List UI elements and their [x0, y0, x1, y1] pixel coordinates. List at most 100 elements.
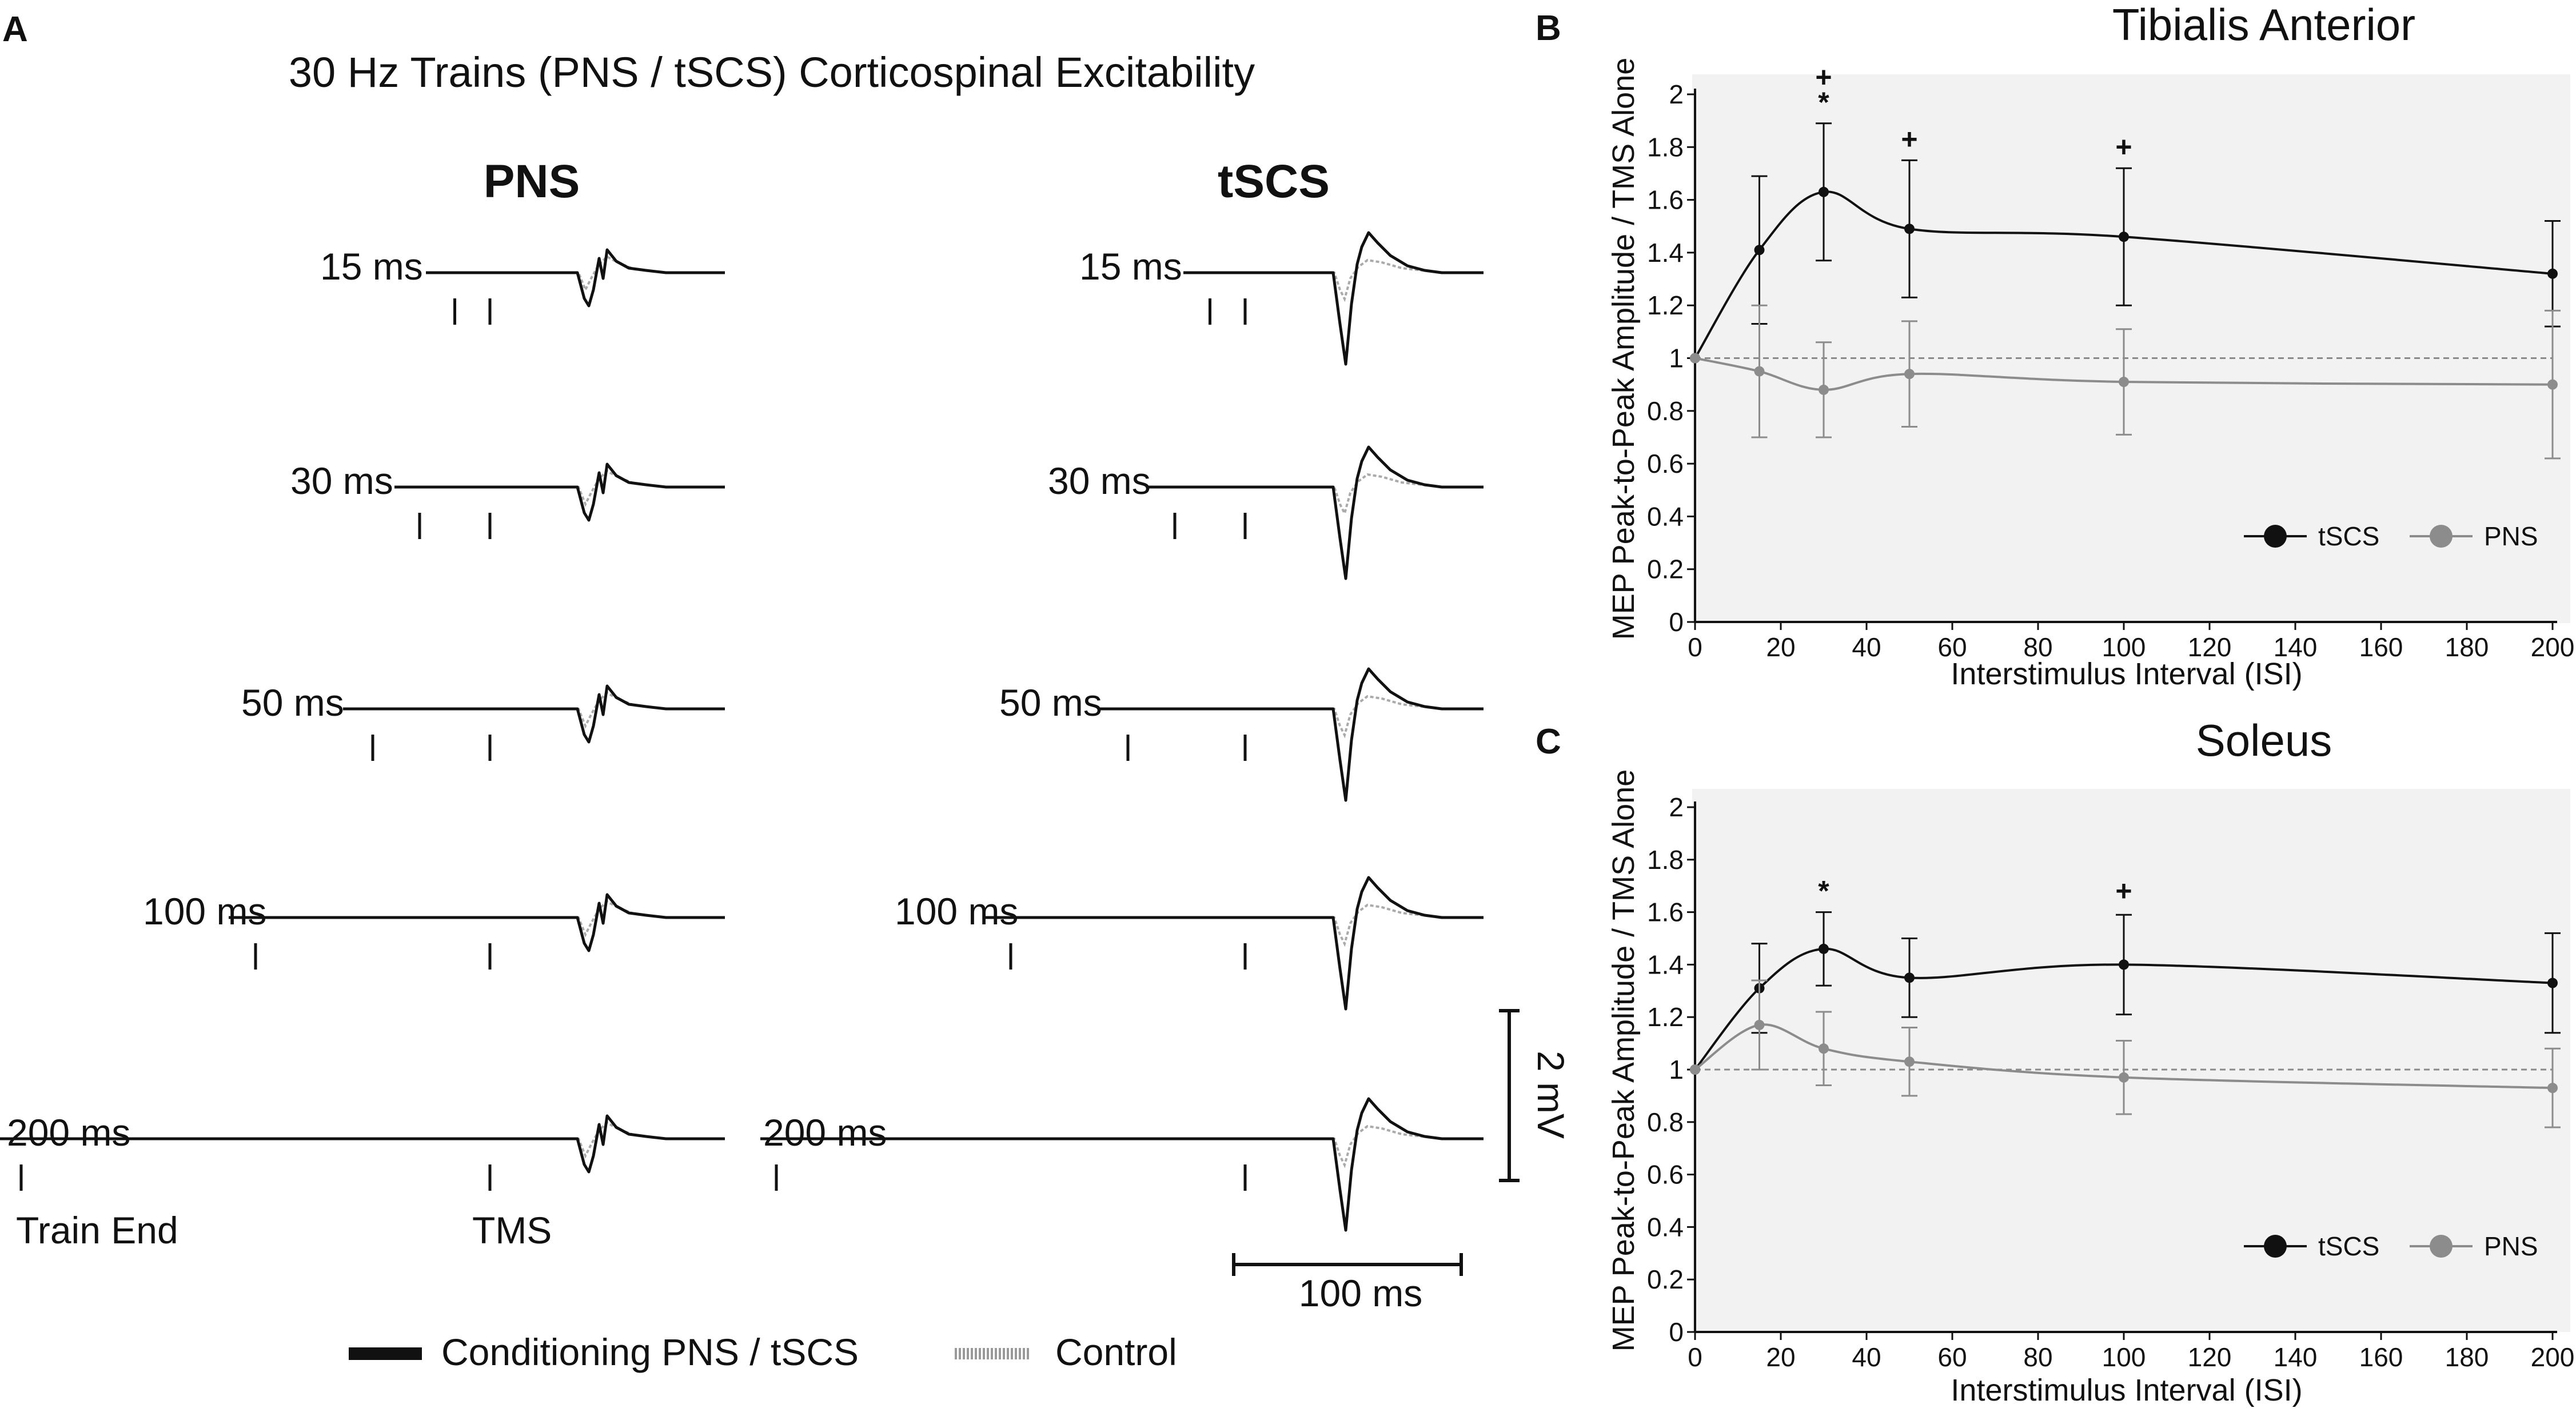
pns-row-label: 30 ms: [290, 460, 393, 502]
x-tick-label: 120: [2188, 1342, 2232, 1372]
y-tick-label: 0.4: [1647, 501, 1684, 531]
y-tick-label: 1.6: [1647, 898, 1684, 927]
tscs-row-label: 15 ms: [1079, 245, 1182, 288]
pns-point: [1754, 366, 1765, 377]
pns-point: [2119, 1072, 2129, 1083]
panel-b-xlabel: Interstimulus Interval (ISI): [1951, 657, 2302, 691]
x-tick-label: 0: [1688, 1342, 1702, 1372]
tscs-point: [2119, 232, 2129, 242]
y-tick-label: 1.6: [1647, 185, 1684, 215]
y-tick-label: 1.4: [1647, 950, 1684, 979]
tscs-point: [1754, 245, 1765, 256]
train-end-label: Train End: [16, 1209, 178, 1251]
tscs-row-label: 30 ms: [1048, 460, 1151, 502]
x-tick-label: 160: [2359, 632, 2403, 662]
x-tick-label: 0: [1688, 632, 1702, 662]
pns-row-label: 200 ms: [7, 1111, 130, 1154]
x-tick-label: 40: [1852, 1342, 1881, 1372]
significance-marker: *: [1818, 86, 1829, 118]
panel-b-letter: B: [1536, 9, 1561, 48]
significance-marker: *: [1818, 875, 1829, 907]
pns-point: [1904, 369, 1915, 380]
y-tick-label: 0: [1669, 607, 1684, 637]
significance-marker: +: [2115, 875, 2132, 907]
x-tick-label: 200: [2531, 632, 2575, 662]
pns-conditioning-trace: [229, 893, 725, 952]
x-tick-label: 60: [1937, 1342, 1967, 1372]
y-tick-label: 1.2: [1647, 290, 1684, 320]
significance-marker: +: [2115, 131, 2132, 163]
pns-conditioning-trace: [343, 684, 725, 744]
tscs-conditioning-trace: [1098, 667, 1484, 802]
tscs-point: [2547, 268, 2558, 279]
x-tick-label: 180: [2445, 1342, 2489, 1372]
pns-point: [1754, 1019, 1765, 1030]
y-tick-label: 0.6: [1647, 1160, 1684, 1190]
y-tick-label: 1.8: [1647, 132, 1684, 162]
panel-b: B Tibialis Anterior MEP Peak-to-Peak Amp…: [1536, 0, 2574, 691]
x-tick-label: 80: [2023, 1342, 2052, 1372]
tms-label: TMS: [472, 1209, 552, 1251]
pns-point: [1819, 1043, 1829, 1054]
tscs-column-header: tSCS: [1218, 155, 1330, 208]
y-tick-label: 0.8: [1647, 1107, 1684, 1137]
x-tick-label: 120: [2188, 632, 2232, 662]
x-tick-label: 200: [2531, 1342, 2575, 1372]
y-tick-label: 1: [1669, 1055, 1684, 1084]
tscs-row-label: 100 ms: [895, 890, 1018, 932]
panel-c-title: Soleus: [2196, 715, 2332, 765]
pns-point: [1904, 1056, 1915, 1067]
x-tick-label: 160: [2359, 1342, 2403, 1372]
x-tick-label: 40: [1852, 632, 1881, 662]
pns-conditioning-trace: [0, 1114, 725, 1174]
x-tick-label: 100: [2102, 1342, 2146, 1372]
tscs-conditioning-trace: [1183, 231, 1484, 366]
tscs-control-trace: [1146, 473, 1484, 517]
pns-point: [1819, 384, 1829, 395]
x-tick-label: 100: [2102, 632, 2146, 662]
panel-a-letter: A: [2, 10, 28, 49]
legend-tscs-marker: [2264, 1235, 2287, 1258]
pns-point: [2547, 379, 2558, 390]
tscs-point: [1904, 972, 1915, 983]
voltage-scale-label: 2 mV: [1530, 1051, 1572, 1139]
y-tick-label: 1.4: [1647, 238, 1684, 268]
pns-conditioning-trace: [426, 248, 725, 308]
y-tick-label: 0.8: [1647, 396, 1684, 426]
tscs-point: [2119, 959, 2129, 970]
legend-tscs-label: tSCS: [2318, 1231, 2379, 1261]
x-tick-label: 140: [2274, 632, 2318, 662]
panel-a: A 30 Hz Trains (PNS / tSCS) Corticospina…: [0, 10, 1572, 1373]
panel-a-title: 30 Hz Trains (PNS / tSCS) Corticospinal …: [289, 49, 1255, 96]
tscs-point: [1819, 943, 1829, 954]
y-tick-label: 0: [1669, 1317, 1684, 1347]
y-tick-label: 2: [1669, 792, 1684, 822]
significance-marker: +: [1901, 123, 1917, 155]
x-tick-label: 60: [1937, 632, 1967, 662]
control-legend-label: Control: [1055, 1331, 1177, 1373]
pns-point: [1690, 353, 1700, 364]
y-tick-label: 0.4: [1647, 1212, 1684, 1242]
emg-traces: 15 ms 15 ms 30 ms 30 ms 50 ms 50 ms 100 ms 100 …: [0, 231, 1484, 1251]
panel-b-ylabel: MEP Peak-to-Peak Amplitude / TMS Alone: [1606, 58, 1641, 640]
x-tick-label: 140: [2274, 1342, 2318, 1372]
y-tick-label: 2: [1669, 79, 1684, 109]
pns-row-label: 50 ms: [241, 681, 344, 724]
panel-b-plot-area: [1692, 74, 2570, 623]
legend-pns-marker: [2430, 525, 2453, 548]
pns-column-header: PNS: [484, 155, 580, 208]
y-tick-label: 0.2: [1647, 555, 1684, 584]
tscs-control-trace: [1098, 695, 1484, 739]
x-tick-label: 80: [2023, 632, 2052, 662]
tscs-conditioning-trace: [760, 1097, 1484, 1232]
tscs-point: [2547, 978, 2558, 988]
panel-c-chart: 00.20.40.60.811.21.41.61.820 20 40 60 80 100 1…: [1647, 792, 2574, 1372]
time-scale-label: 100 ms: [1299, 1272, 1422, 1314]
y-tick-label: 0.6: [1647, 449, 1684, 478]
tscs-point: [1819, 186, 1829, 197]
legend-pns-label: PNS: [2484, 521, 2538, 551]
legend-tscs-marker: [2264, 525, 2287, 548]
tscs-conditioning-trace: [1146, 445, 1484, 580]
pns-point: [2547, 1083, 2558, 1094]
